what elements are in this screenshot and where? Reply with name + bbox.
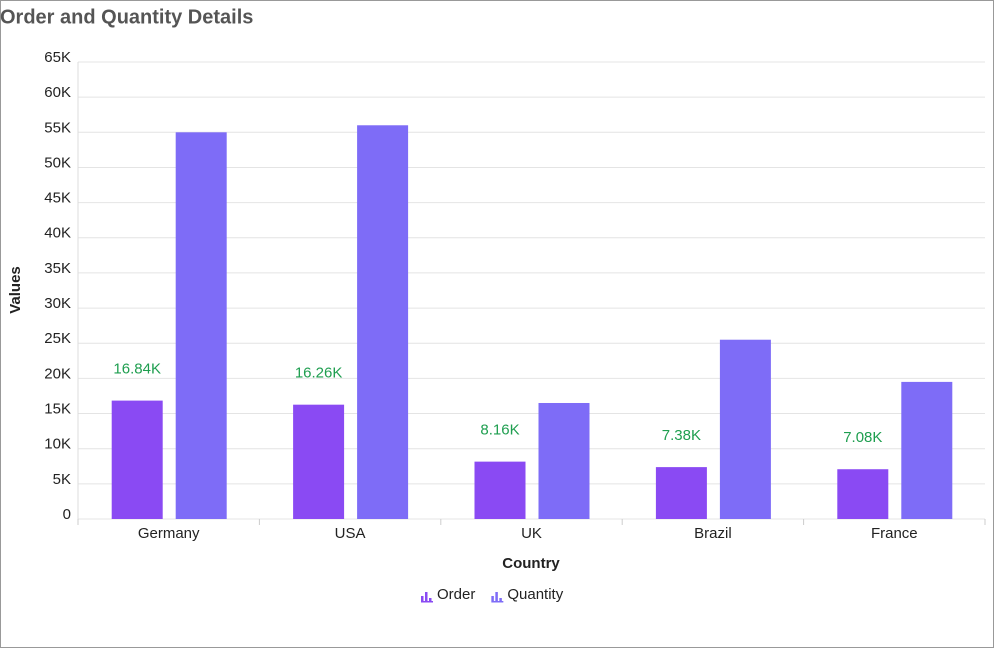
legend-icon-base (421, 601, 433, 603)
data-label: 8.16K (480, 422, 519, 439)
y-tick-label: 60K (44, 84, 71, 101)
bar (175, 132, 227, 520)
y-tick-label: 55K (44, 119, 71, 136)
x-tick-label: USA (335, 525, 366, 542)
legend-label: Order (437, 586, 475, 603)
y-tick-label: 5K (53, 471, 71, 488)
data-label: 7.38K (662, 427, 701, 444)
bar (901, 381, 953, 519)
legend-icon (495, 592, 498, 601)
y-tick-label: 0 (63, 506, 71, 523)
legend-icon (421, 596, 424, 601)
x-tick-label: UK (521, 525, 542, 542)
bar (538, 402, 590, 519)
x-tick-label: France (871, 525, 918, 542)
bar (474, 461, 526, 519)
data-label: 16.84K (113, 361, 161, 378)
bar (655, 467, 707, 519)
legend-icon (429, 598, 432, 601)
bar (837, 469, 889, 519)
legend-icon-base (491, 601, 504, 603)
y-tick-label: 30K (44, 295, 71, 312)
y-tick-label: 15K (44, 401, 71, 418)
chart-title: Order and Quantity Details (0, 6, 253, 28)
x-tick-label: Brazil (694, 525, 732, 542)
legend-label: Quantity (507, 586, 563, 603)
legend-icon (491, 596, 494, 601)
y-tick-label: 25K (44, 330, 71, 347)
y-tick-label: 20K (44, 365, 71, 382)
y-tick-label: 40K (44, 225, 71, 242)
y-tick-label: 45K (44, 190, 71, 207)
y-tick-label: 65K (44, 49, 71, 66)
y-tick-label: 10K (44, 436, 71, 453)
y-tick-label: 50K (44, 154, 71, 171)
data-label: 16.26K (295, 365, 343, 382)
legend-icon (425, 592, 428, 601)
bar (719, 339, 771, 519)
data-label: 7.08K (843, 429, 882, 446)
y-axis-title: Values (7, 266, 24, 314)
legend-icon (499, 598, 502, 601)
x-axis-title: Country (502, 555, 560, 572)
x-tick-label: Germany (138, 525, 200, 542)
bar (357, 125, 409, 520)
y-tick-label: 35K (44, 260, 71, 277)
bar (293, 404, 345, 519)
bar (111, 400, 163, 519)
